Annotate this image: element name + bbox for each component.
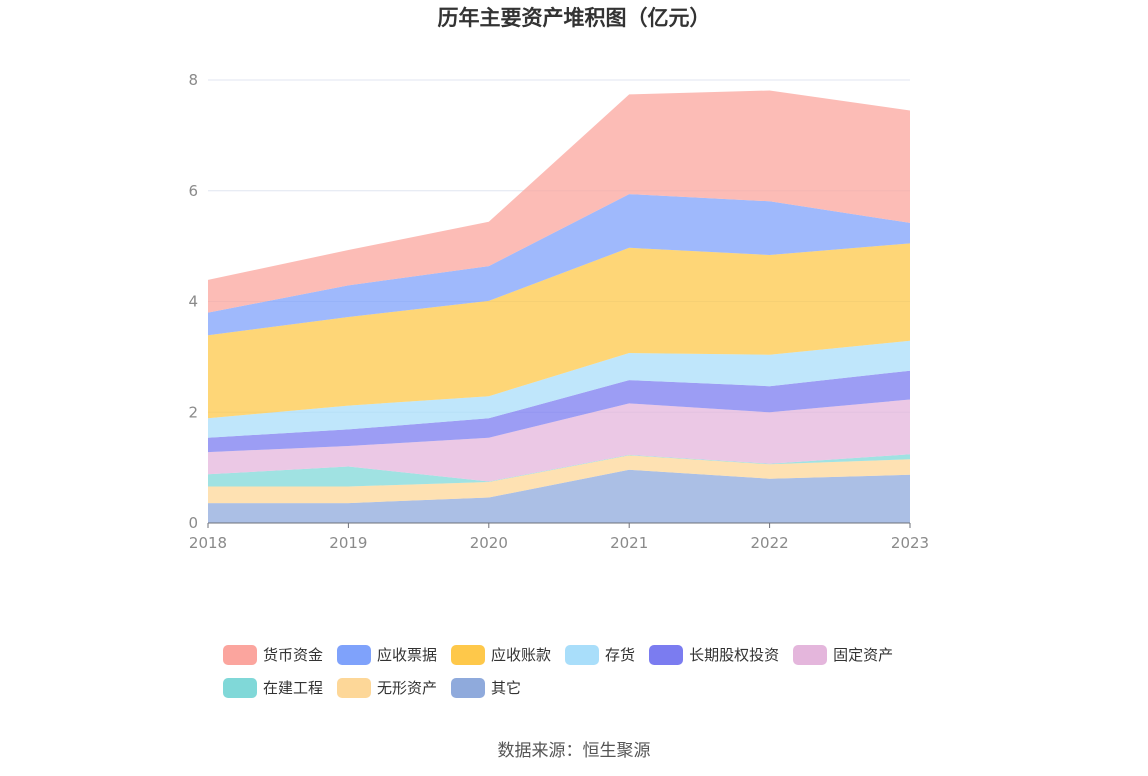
source-note: 数据来源：恒生聚源 (497, 741, 651, 761)
x-tick-label: 2023 (891, 534, 929, 552)
legend: 货币资金 应收票据 应收账款 存货 长期股权投资 固定资产在建工程 无形资产 其它 (223, 638, 943, 704)
legend-row: 货币资金 应收票据 应收账款 存货 长期股权投资 固定资产 (223, 638, 943, 671)
axes (207, 522, 911, 528)
legend-item[interactable]: 货币资金 (223, 644, 323, 665)
legend-row: 在建工程 无形资产 其它 (223, 671, 943, 704)
legend-swatch (649, 644, 684, 665)
legend-label: 其它 (491, 679, 522, 697)
legend-label: 长期股权投资 (689, 646, 780, 664)
legend-item[interactable]: 应收账款 (451, 644, 551, 665)
area-series-6 (208, 243, 910, 419)
legend-label: 无形资产 (377, 679, 438, 697)
area-series-4 (208, 370, 910, 453)
legend-item[interactable]: 长期股权投资 (649, 644, 779, 665)
legend-item[interactable]: 无形资产 (337, 677, 437, 698)
chart-title: 历年主要资产堆积图（亿元） (437, 6, 711, 30)
y-tick-label: 0 (188, 514, 198, 532)
legend-swatch (451, 677, 486, 698)
area-series-8 (208, 90, 910, 313)
legend-label: 存货 (605, 646, 636, 664)
legend-item[interactable]: 存货 (565, 644, 635, 665)
legend-swatch (793, 644, 828, 665)
area-series-0 (208, 469, 910, 523)
x-tick-label: 2018 (189, 534, 227, 552)
legend-item[interactable]: 其它 (451, 677, 521, 698)
legend-swatch (337, 644, 372, 665)
stacked-area-chart: 0 2 4 6 8 2018 2019 2020 2021 2022 2023 (188, 71, 929, 552)
x-tick-label: 2019 (329, 534, 367, 552)
area-series (208, 90, 910, 523)
legend-swatch (337, 677, 372, 698)
y-tick-label: 6 (188, 182, 198, 200)
area-series-1 (208, 455, 910, 504)
y-tick-label: 4 (188, 293, 198, 311)
legend-swatch (223, 677, 257, 698)
x-tick-label: 2020 (470, 534, 508, 552)
tick-labels: 0 2 4 6 8 2018 2019 2020 2021 2022 2023 (188, 71, 929, 552)
y-tick-label: 8 (188, 71, 198, 89)
y-tick-label: 2 (188, 403, 198, 421)
legend-label: 应收账款 (491, 646, 552, 664)
x-tick-label: 2021 (610, 534, 648, 552)
legend-swatch (565, 644, 600, 665)
area-series-7 (208, 194, 910, 336)
x-tick-label: 2022 (751, 534, 789, 552)
legend-swatch (451, 644, 486, 665)
legend-label: 在建工程 (263, 679, 324, 697)
legend-item[interactable]: 在建工程 (223, 677, 323, 698)
legend-label: 应收票据 (377, 646, 438, 664)
area-series-2 (208, 454, 910, 487)
area-series-5 (208, 340, 910, 438)
legend-swatch (223, 644, 257, 665)
area-series-3 (208, 399, 910, 482)
legend-label: 固定资产 (833, 646, 894, 664)
legend-item[interactable]: 固定资产 (793, 644, 893, 665)
legend-label: 货币资金 (263, 646, 324, 664)
legend-item[interactable]: 应收票据 (337, 644, 437, 665)
